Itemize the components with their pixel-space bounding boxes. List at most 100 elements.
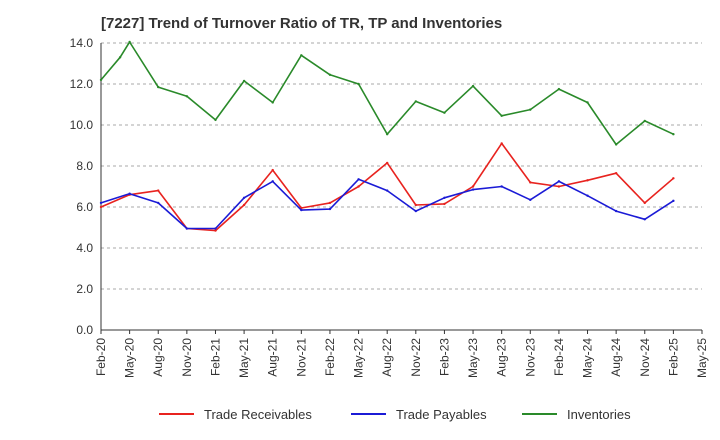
series-lines: [99, 40, 675, 232]
data-point-inventories: [643, 119, 646, 123]
data-point-trade-payables: [271, 180, 274, 183]
data-point-inventories: [128, 40, 131, 44]
data-point-inventories: [118, 56, 122, 59]
data-point-inventories: [672, 133, 675, 136]
data-point-trade-payables: [328, 207, 332, 211]
data-point-trade-payables: [385, 189, 389, 192]
legend-label-inventories: Inventories: [567, 407, 631, 422]
data-point-trade-payables: [128, 192, 131, 195]
data-point-trade-payables: [643, 218, 646, 221]
x-tick-label: Feb-22: [323, 338, 337, 376]
x-tick-label: Feb-20: [94, 338, 108, 376]
x-tick-label: Feb-23: [437, 338, 451, 376]
x-tick-label: Aug-21: [266, 338, 280, 377]
x-tick-label: Nov-24: [638, 338, 652, 377]
data-point-inventories: [357, 82, 360, 86]
data-point-trade-receivables: [643, 201, 646, 205]
data-point-trade-receivables: [557, 185, 561, 188]
data-point-trade-receivables: [271, 168, 274, 172]
data-point-trade-payables: [443, 196, 446, 199]
data-point-trade-payables: [471, 188, 475, 191]
data-point-inventories: [557, 87, 561, 91]
data-point-trade-payables: [157, 201, 160, 205]
data-point-inventories: [242, 79, 246, 83]
data-point-inventories: [385, 133, 389, 136]
data-point-inventories: [586, 101, 589, 104]
data-point-inventories: [99, 78, 103, 82]
x-tick-label: May-23: [466, 338, 480, 378]
x-tick-label: May-25: [695, 338, 709, 378]
x-tick-label: May-20: [123, 338, 137, 378]
y-tick-label: 12.0: [70, 77, 94, 91]
x-tick-label: Feb-24: [552, 338, 566, 376]
legend-label-trade-payables: Trade Payables: [396, 407, 487, 422]
y-tick-label: 4.0: [76, 241, 93, 255]
data-point-trade-payables: [242, 196, 246, 199]
data-point-trade-receivables: [614, 171, 618, 175]
data-point-trade-payables: [99, 201, 103, 205]
data-point-trade-payables: [185, 227, 189, 230]
x-tick-label: Aug-24: [609, 338, 623, 377]
data-point-trade-receivables: [443, 202, 446, 206]
x-tick-label: Nov-22: [409, 338, 423, 377]
x-tick-label: Nov-20: [180, 338, 194, 377]
chart-title: [7227] Trend of Turnover Ratio of TR, TP…: [101, 15, 503, 32]
x-tick-labels: Feb-20 May-20 Aug-20 Nov-20 Feb-21 May-21 Aug-…: [94, 338, 709, 378]
data-point-inventories: [500, 114, 503, 117]
data-point-trade-receivables: [357, 185, 360, 188]
data-point-trade-receivables: [242, 203, 246, 207]
data-point-trade-payables: [357, 178, 360, 181]
data-point-inventories: [271, 101, 274, 104]
data-point-inventories: [471, 84, 475, 88]
x-tick-label: Feb-21: [208, 338, 222, 376]
legend-label-trade-receivables: Trade Receivables: [204, 407, 312, 422]
y-tick-label: 2.0: [76, 282, 93, 296]
x-tick-label: Aug-22: [380, 338, 394, 377]
data-point-inventories: [300, 54, 303, 57]
grid: [101, 42, 702, 290]
axes: [100, 43, 703, 334]
data-point-trade-receivables: [471, 185, 475, 188]
y-tick-label: 10.0: [70, 118, 94, 132]
data-point-inventories: [214, 118, 217, 122]
x-tick-label: Nov-21: [294, 338, 308, 377]
x-tick-label: Nov-23: [523, 338, 537, 377]
data-point-trade-receivables: [214, 229, 217, 232]
data-point-inventories: [185, 95, 189, 98]
data-point-trade-receivables: [385, 161, 389, 165]
data-point-inventories: [529, 108, 532, 111]
data-point-inventories: [614, 143, 618, 146]
data-point-trade-payables: [529, 198, 532, 202]
data-point-trade-payables: [672, 199, 675, 203]
data-point-trade-receivables: [414, 203, 418, 207]
series-line-inventories: [100, 41, 674, 146]
data-point-trade-payables: [414, 209, 418, 213]
y-tick-label: 8.0: [76, 159, 93, 173]
data-point-trade-payables: [300, 208, 303, 212]
y-tick-label: 0.0: [76, 323, 93, 337]
data-point-trade-receivables: [99, 205, 103, 209]
data-point-trade-payables: [586, 194, 589, 197]
data-point-inventories: [157, 85, 160, 89]
data-point-inventories: [443, 111, 446, 114]
series-line-trade-payables: [100, 178, 674, 230]
x-tick-label: May-21: [237, 338, 251, 378]
x-tick-label: Aug-20: [151, 338, 165, 377]
data-point-trade-payables: [557, 180, 561, 183]
data-point-trade-payables: [614, 209, 618, 213]
y-tick-label: 14.0: [70, 36, 94, 50]
x-tick-label: Feb-25: [666, 338, 680, 376]
x-tick-label: May-22: [352, 338, 366, 378]
data-point-trade-receivables: [529, 181, 532, 184]
x-tick-label: May-24: [581, 338, 595, 378]
data-point-trade-receivables: [500, 142, 503, 145]
data-point-trade-payables: [214, 227, 217, 230]
data-point-inventories: [328, 73, 332, 76]
data-point-trade-receivables: [328, 201, 332, 205]
y-tick-label: 6.0: [76, 200, 93, 214]
data-point-inventories: [414, 100, 418, 103]
data-point-trade-payables: [500, 185, 503, 188]
data-point-trade-receivables: [157, 189, 160, 192]
y-tick-labels: 0.0 2.0 4.0 6.0 8.0 10.0 12.0 14.0: [70, 36, 94, 337]
